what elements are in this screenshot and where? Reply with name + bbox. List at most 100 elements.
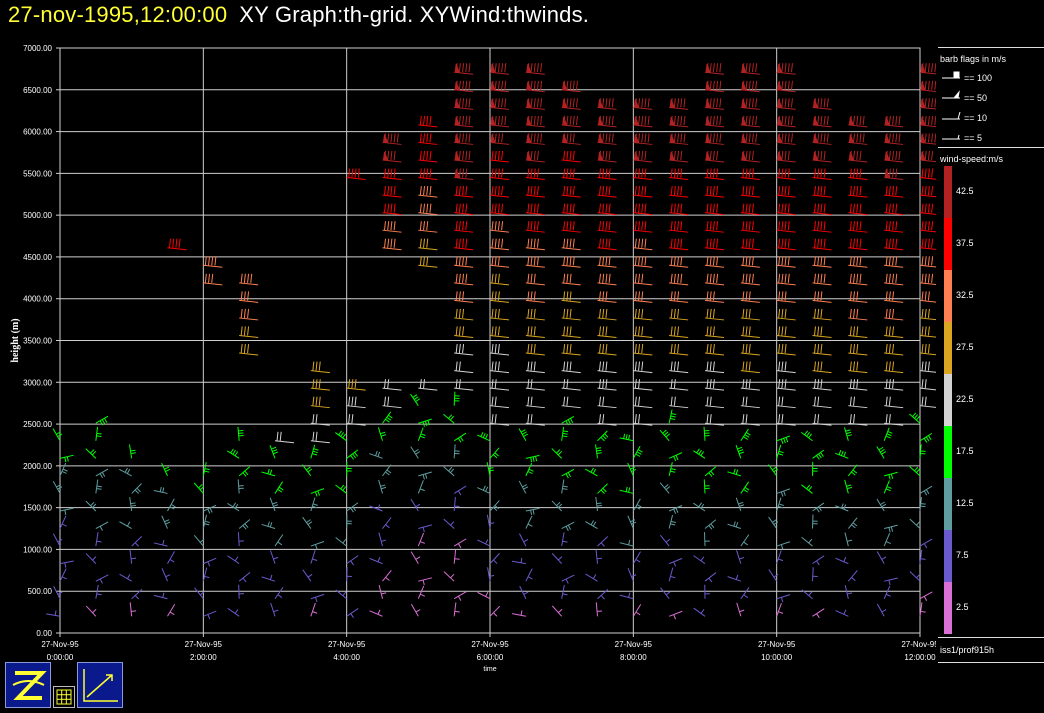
- legend-divider: [938, 47, 1044, 48]
- wind-barb: [727, 521, 741, 530]
- barb-shaft: [884, 212, 904, 216]
- wind-barb: [884, 238, 904, 251]
- barb-shaft: [669, 177, 689, 181]
- barb-tick: [384, 203, 386, 213]
- wind-barb: [919, 256, 936, 268]
- wind-barb: [418, 203, 438, 216]
- barb-pennant: [454, 134, 460, 143]
- barb-tick: [781, 361, 784, 371]
- wind-barb: [633, 150, 653, 163]
- barb-tick: [856, 168, 859, 178]
- wind-barb: [776, 186, 796, 198]
- wind-barb: [632, 498, 642, 512]
- barb-tick: [673, 186, 676, 196]
- wind-barb: [561, 521, 575, 531]
- speed-swatch: [944, 478, 952, 530]
- barb-tick: [778, 558, 784, 562]
- barb-tick: [422, 527, 425, 533]
- barb-shaft: [801, 536, 813, 547]
- barb-tick: [523, 433, 529, 437]
- barb-shaft: [95, 584, 99, 599]
- y-tick-label: 4000.00: [23, 295, 52, 304]
- barb-shaft: [237, 479, 240, 494]
- barb-tick: [924, 133, 927, 143]
- wind-barb: [740, 534, 750, 547]
- barb-tick: [419, 168, 422, 178]
- wind-barb: [740, 221, 760, 233]
- barb-tick: [563, 291, 566, 301]
- grid-icon[interactable]: [53, 686, 75, 708]
- barb-tick: [712, 308, 715, 318]
- barb-tick: [530, 150, 533, 161]
- barb-pennant: [705, 81, 711, 91]
- barb-pennant: [848, 151, 855, 161]
- barb-tick: [635, 611, 641, 616]
- barb-tick: [781, 98, 784, 108]
- barb-tick: [605, 291, 608, 301]
- barb-tick: [602, 256, 605, 266]
- wind-barb: [489, 414, 510, 426]
- wind-barb: [486, 514, 495, 529]
- barb-tick: [931, 273, 934, 283]
- barb-shaft: [561, 574, 575, 582]
- barb-shaft: [346, 555, 359, 565]
- barb-tick: [820, 238, 823, 248]
- barb-tick: [462, 80, 465, 90]
- barb-shaft: [884, 334, 904, 338]
- barb-tick: [820, 273, 823, 283]
- barb-tick: [778, 203, 781, 213]
- barb-shaft: [310, 405, 330, 409]
- barb-tick: [742, 343, 745, 354]
- wind-barb: [378, 585, 387, 599]
- barb-tick: [888, 115, 891, 125]
- barb-tick: [497, 203, 500, 213]
- barb-tick: [924, 80, 927, 90]
- barb-tick: [563, 343, 566, 354]
- barb-tick: [719, 98, 722, 108]
- barb-tick: [126, 468, 131, 474]
- wind-barb: [704, 466, 717, 477]
- barb-tick: [530, 308, 533, 318]
- barb-shaft: [848, 177, 868, 181]
- barb-tick: [423, 256, 426, 266]
- barb-tick: [536, 98, 539, 108]
- barb-tick: [415, 503, 421, 508]
- wind-barb: [704, 414, 725, 426]
- xy-graph-icon[interactable]: [77, 662, 123, 708]
- barb-tick: [852, 469, 858, 474]
- barb-tick: [569, 361, 572, 371]
- zeb-logo-icon[interactable]: [5, 662, 51, 708]
- wind-barb: [418, 115, 438, 128]
- barb-tick: [390, 203, 393, 213]
- barb-tick: [673, 361, 676, 371]
- wind-barb: [525, 361, 545, 374]
- wind-barb: [269, 550, 279, 564]
- barb-tick: [778, 308, 781, 318]
- barb-tick: [468, 133, 471, 143]
- barb-pennant: [920, 64, 926, 73]
- barb-tick: [820, 203, 823, 213]
- barb-tick: [816, 560, 820, 566]
- barb-tick: [820, 379, 823, 389]
- barb-tick: [567, 524, 571, 530]
- barb-tick: [465, 133, 468, 143]
- barb-tick: [638, 98, 641, 108]
- barb-tick: [924, 203, 927, 213]
- barb-tick: [465, 98, 468, 108]
- barb-tick: [816, 613, 820, 619]
- barb-tick: [450, 573, 455, 579]
- barb-tick: [781, 63, 784, 73]
- barb-tick: [885, 396, 888, 406]
- barb-tick: [535, 456, 538, 462]
- barb-tick: [778, 450, 784, 454]
- barb-tick: [778, 414, 781, 424]
- barb-tick: [888, 186, 891, 196]
- barb-tick: [608, 238, 611, 248]
- wind-barb: [525, 291, 545, 303]
- barb-tick: [735, 469, 739, 475]
- wind-barb: [418, 168, 438, 181]
- barb-tick: [790, 133, 793, 143]
- barb-tick: [494, 150, 497, 161]
- barb-tick: [843, 556, 847, 562]
- barb-tick: [634, 256, 637, 266]
